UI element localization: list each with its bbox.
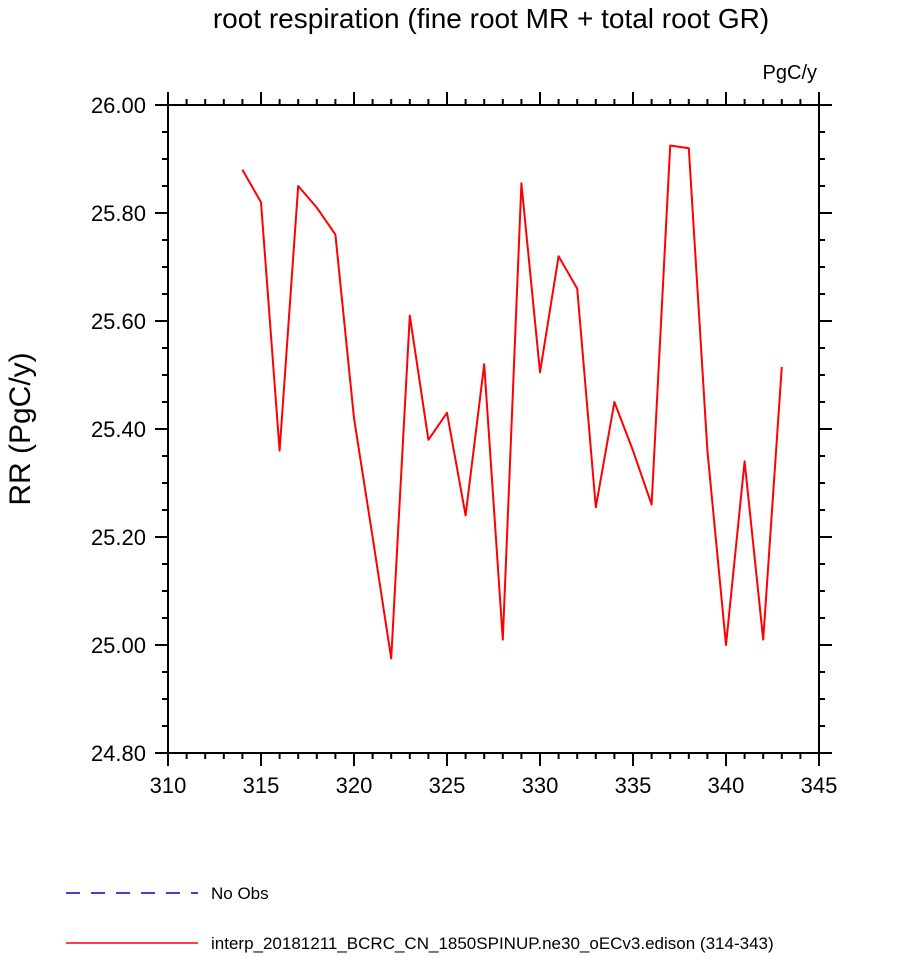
chart-title: root respiration (fine root MR + total r… [213, 3, 769, 34]
plot-frame [167, 104, 820, 754]
x-tick-label: 320 [336, 773, 373, 798]
y-tick-label: 25.20 [91, 525, 146, 550]
y-tick-label: 26.00 [91, 93, 146, 118]
y-tick-labels: 24.80 25.00 25.20 25.40 25.60 25.80 26.00 [91, 93, 146, 766]
x-tick-label: 345 [801, 773, 838, 798]
plot-area [241, 144, 783, 660]
x-tick-label: 325 [429, 773, 466, 798]
x-tick-labels: 310 315 320 325 330 335 340 345 [150, 773, 838, 798]
y-tick-label: 25.00 [91, 633, 146, 658]
legend-label: No Obs [211, 884, 269, 903]
x-tick-label: 315 [243, 773, 280, 798]
y-tick-label: 24.80 [91, 741, 146, 766]
x-tick-label: 330 [522, 773, 559, 798]
y-tick-label: 25.40 [91, 417, 146, 442]
x-tick-label: 310 [150, 773, 187, 798]
x-tick-label: 340 [708, 773, 745, 798]
y-axis-label: RR (PgC/y) [4, 352, 37, 505]
legend: No Obs interp_20181211_BCRC_CN_1850SPINUP… [66, 884, 774, 953]
y-tick-label: 25.80 [91, 201, 146, 226]
series-line [241, 144, 783, 660]
x-tick-label: 335 [615, 773, 652, 798]
y-tick-label: 25.60 [91, 309, 146, 334]
legend-label: interp_20181211_BCRC_CN_1850SPINUP.ne30_… [211, 934, 774, 953]
units-label: PgC/y [763, 62, 817, 84]
